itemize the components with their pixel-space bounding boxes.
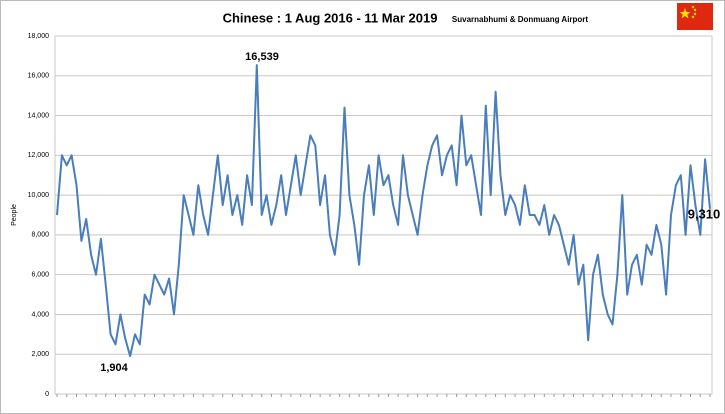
- flag: [677, 3, 713, 30]
- y-tick-label: 0: [45, 391, 49, 398]
- annotation: 1,904: [100, 362, 128, 374]
- y-tick-label: 14,000: [28, 112, 50, 119]
- y-axis-label: People: [11, 204, 18, 226]
- y-tick-label: 12,000: [28, 152, 50, 159]
- annotation: 9,310: [688, 206, 721, 221]
- chart-title: Chinese : 1 Aug 2016 - 11 Mar 2019: [223, 10, 438, 25]
- annotation: 16,539: [245, 51, 279, 63]
- data-line: [56, 64, 711, 358]
- y-tick-label: 6,000: [31, 272, 49, 279]
- y-tick-label: 8,000: [31, 232, 49, 239]
- y-tick-label: 18,000: [28, 33, 50, 40]
- y-tick-label: 10,000: [28, 192, 50, 199]
- y-tick-label: 2,000: [31, 351, 49, 358]
- y-tick-label: 16,000: [28, 73, 50, 80]
- chart-subtitle: Suvarnabhumi & Donmuang Airport: [452, 15, 588, 24]
- y-tick-label: 4,000: [31, 311, 49, 318]
- plot-border: [54, 35, 713, 395]
